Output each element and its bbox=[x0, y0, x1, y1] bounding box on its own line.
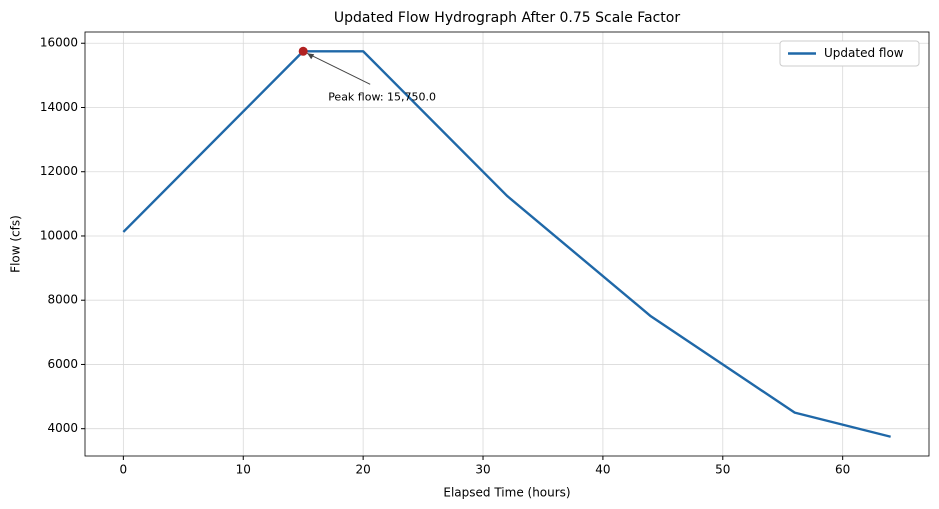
annotation-arrowhead bbox=[307, 53, 315, 60]
annotation-arrow bbox=[306, 52, 371, 85]
y-tick-label: 16000 bbox=[40, 36, 78, 50]
x-axis-label: Elapsed Time (hours) bbox=[443, 486, 570, 500]
legend-frame bbox=[779, 40, 920, 67]
x-tick-label: 50 bbox=[715, 463, 730, 477]
peak-marker bbox=[298, 46, 308, 56]
plot-frame bbox=[84, 31, 930, 457]
y-tick-label: 12000 bbox=[40, 164, 78, 178]
y-tick-label: 6000 bbox=[47, 357, 78, 371]
x-tick-label: 60 bbox=[835, 463, 850, 477]
y-tick-label: 10000 bbox=[40, 228, 78, 242]
y-axis-label: Flow (cfs) bbox=[9, 215, 23, 273]
series-line bbox=[122, 50, 891, 438]
x-tick-label: 30 bbox=[475, 463, 490, 477]
x-tick-label: 20 bbox=[355, 463, 370, 477]
x-tick-label: 0 bbox=[120, 463, 128, 477]
y-tick-label: 14000 bbox=[40, 100, 78, 114]
chart-title: Updated Flow Hydrograph After 0.75 Scale… bbox=[334, 10, 680, 26]
x-tick-label: 40 bbox=[595, 463, 610, 477]
legend-label: Updated flow bbox=[824, 46, 904, 60]
annotation-text: Peak flow: 15,750.0 bbox=[328, 90, 436, 103]
y-tick-label: 8000 bbox=[47, 293, 78, 307]
y-tick-label: 4000 bbox=[47, 421, 78, 435]
x-tick-label: 10 bbox=[236, 463, 251, 477]
legend: Updated flow bbox=[779, 40, 920, 67]
